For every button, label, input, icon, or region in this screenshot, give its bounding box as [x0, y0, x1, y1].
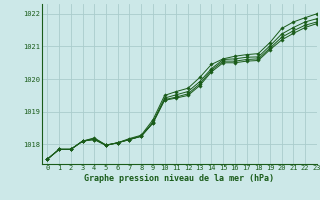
X-axis label: Graphe pression niveau de la mer (hPa): Graphe pression niveau de la mer (hPa)	[84, 174, 274, 183]
